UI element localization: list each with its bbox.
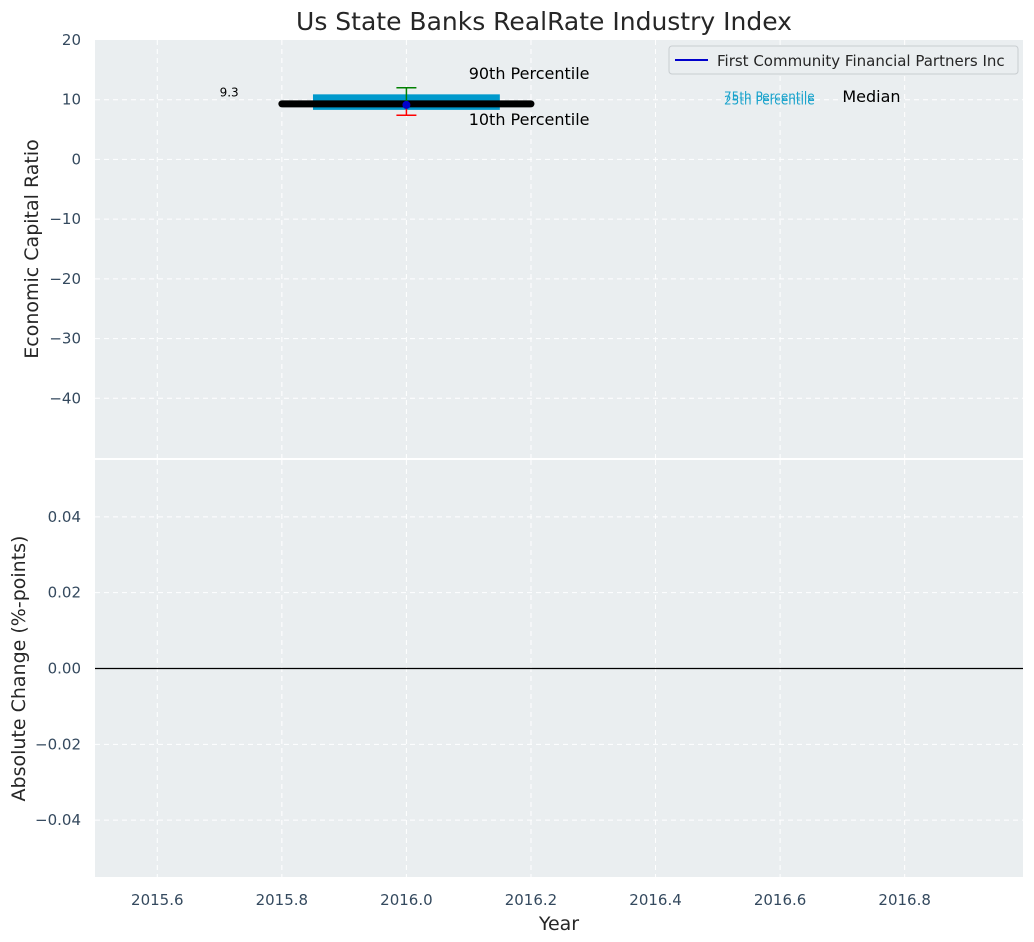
y-tick-label: −10: [49, 210, 81, 228]
top-plot-background: [95, 40, 1023, 458]
x-tick-label: 2015.6: [131, 891, 184, 909]
x-axis-label: Year: [538, 913, 579, 935]
legend-box: [668, 45, 1019, 75]
company-point: [402, 100, 411, 109]
annotation-label: 10th Percentile: [469, 110, 590, 129]
x-tick-label: 2016.8: [878, 891, 931, 909]
top-panel: Us State Banks RealRate Industry Index 20…: [21, 7, 1023, 458]
legend: First Community Financial Partners Inc: [668, 45, 1019, 75]
bottom-panel: 2015.6 2015.8 2016.0 2016.2 2016.4 2016.6 2016…: [8, 460, 1023, 935]
x-tick-label: 2015.8: [256, 891, 309, 909]
y-tick-label: 0: [71, 150, 81, 168]
y-tick-label: −40: [49, 389, 81, 407]
annotation-label: 25th Percentile: [724, 93, 815, 107]
y-axis-label-bottom: Absolute Change (%-points): [8, 536, 30, 802]
y-tick-label: 10: [62, 91, 81, 109]
y-tick-label: −20: [49, 270, 81, 288]
y-tick-label-bottom: −0.04: [35, 811, 81, 829]
legend-entry: First Community Financial Partners Inc: [717, 52, 1005, 70]
y-tick-label-bottom: 0.04: [48, 508, 81, 526]
annotation-label: 75th Percentile: [724, 89, 815, 103]
y-tick-label-bottom: 0.00: [48, 660, 81, 678]
y-tick-label-bottom: −0.02: [35, 735, 81, 753]
x-tick-label: 2016.6: [754, 891, 807, 909]
annotation-label: 90th Percentile: [469, 64, 590, 83]
y-axis-label: Economic Capital Ratio: [21, 139, 43, 358]
x-tick-label: 2016.2: [505, 891, 558, 909]
x-tick-label: 2016.4: [629, 891, 682, 909]
chart-title: Us State Banks RealRate Industry Index: [296, 7, 792, 36]
annotation-label: Median: [842, 87, 900, 106]
value-label: 9.3: [220, 86, 239, 100]
y-tick-label-bottom: 0.02: [48, 584, 81, 602]
y-tick-label: −30: [49, 330, 81, 348]
x-tick-label: 2016.0: [380, 891, 433, 909]
y-tick-label: 20: [62, 31, 81, 49]
